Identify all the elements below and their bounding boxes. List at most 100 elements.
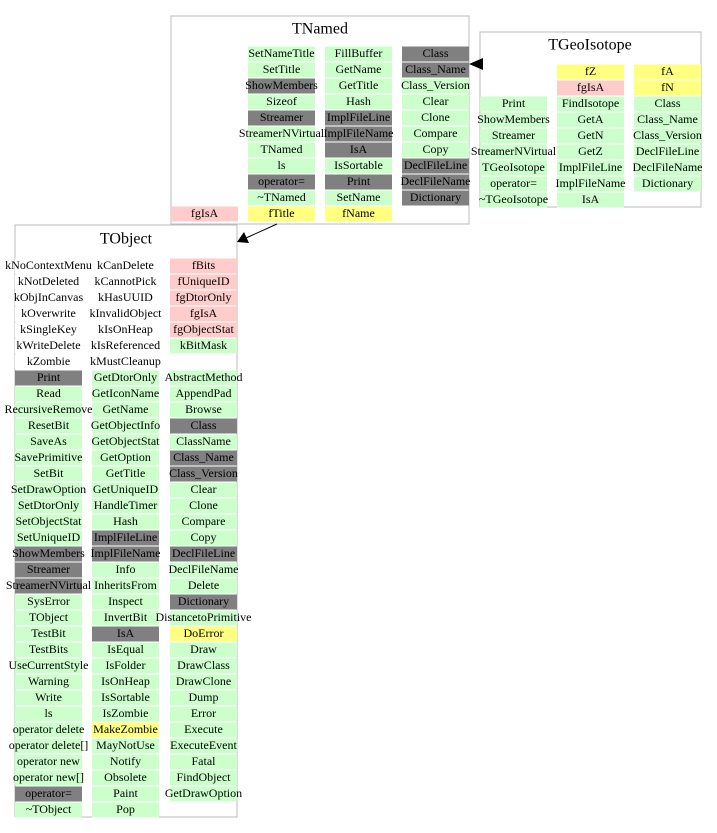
member-name: Class — [654, 96, 680, 110]
member-name: kBitMask — [180, 338, 227, 352]
member-name: ls — [44, 706, 52, 720]
member-cell — [248, 78, 315, 94]
member-cell — [92, 450, 159, 466]
member-cell — [15, 290, 82, 306]
member-cell — [92, 594, 159, 610]
member-name: ResetBit — [28, 418, 70, 432]
member-name: fgIsA — [190, 306, 218, 320]
member-name: operator= — [258, 174, 305, 188]
member-name: FindObject — [177, 770, 232, 784]
member-cell — [248, 62, 315, 78]
member-name: SetObjectStat — [16, 514, 83, 528]
member-name: Clear — [423, 94, 449, 108]
member-name: kSingleKey — [20, 322, 77, 336]
member-name: Execute — [184, 722, 223, 736]
member-cell — [480, 160, 547, 176]
member-name: StreamerNVirtual — [239, 126, 325, 140]
member-cell — [557, 80, 624, 96]
member-cell — [170, 306, 237, 322]
member-cell — [402, 78, 469, 94]
member-name: TNamed — [261, 142, 303, 156]
member-name: Hash — [346, 94, 371, 108]
member-cell — [634, 80, 701, 96]
member-cell — [92, 530, 159, 546]
member-cell — [170, 738, 237, 754]
member-cell — [92, 514, 159, 530]
member-cell — [325, 78, 392, 94]
member-name: Sizeof — [266, 94, 297, 108]
member-cell — [92, 274, 159, 290]
member-name: GetName — [103, 402, 149, 416]
member-name: SaveAs — [30, 434, 67, 448]
member-cell — [248, 158, 315, 174]
member-cell — [92, 258, 159, 274]
member-name: ShowMembers — [245, 78, 318, 92]
member-cell — [170, 498, 237, 514]
member-cell — [170, 610, 237, 626]
member-name: HandleTimer — [94, 498, 158, 512]
member-cell — [170, 754, 237, 770]
member-cell — [402, 190, 469, 206]
member-name: Copy — [190, 530, 216, 544]
member-name: SavePrimitive — [15, 450, 83, 464]
member-cell — [92, 466, 159, 482]
member-name: Class — [422, 46, 448, 60]
member-cell — [557, 96, 624, 112]
member-name: StreamerNVirtual — [6, 578, 92, 592]
member-name: ClassName — [176, 434, 231, 448]
member-cell — [480, 112, 547, 128]
member-name: ls — [277, 158, 285, 172]
member-cell — [170, 690, 237, 706]
member-cell — [92, 658, 159, 674]
member-name: Dictionary — [178, 594, 229, 608]
member-cell — [92, 706, 159, 722]
member-name: operator delete — [13, 722, 85, 736]
member-cell — [170, 434, 237, 450]
member-name: Copy — [422, 142, 448, 156]
member-cell — [170, 290, 237, 306]
member-name: GetTitle — [106, 466, 146, 480]
member-name: Clear — [191, 482, 217, 496]
member-name: GetUniqueID — [93, 482, 159, 496]
member-name: SetTitle — [263, 62, 301, 76]
member-name: GetTitle — [339, 78, 379, 92]
member-name: Obsolete — [104, 770, 147, 784]
member-name: Streamer — [260, 110, 303, 124]
member-name: Hash — [113, 514, 138, 528]
member-cell — [92, 306, 159, 322]
member-cell — [170, 402, 237, 418]
member-cell — [634, 96, 701, 112]
member-cell — [170, 274, 237, 290]
member-cell — [15, 418, 82, 434]
arrow-head — [237, 232, 249, 243]
member-cell — [170, 466, 237, 482]
member-name: IsZombie — [103, 706, 149, 720]
member-name: operator new — [17, 754, 80, 768]
member-name: ImplFileName — [556, 176, 626, 190]
member-cell — [92, 754, 159, 770]
member-cell — [92, 290, 159, 306]
member-name: Class_Name — [637, 112, 698, 126]
member-name: fName — [342, 206, 375, 220]
member-name: kCannotPick — [95, 274, 157, 288]
member-name: ImplFileLine — [327, 110, 390, 124]
member-cell — [325, 126, 392, 142]
member-name: StreamerNVirtual — [471, 144, 557, 158]
member-cell — [92, 498, 159, 514]
member-name: DeclFileName — [401, 174, 471, 188]
member-name: MayNotUse — [96, 738, 155, 752]
member-name: Class_Name — [405, 62, 466, 76]
member-name: SetDrawOption — [11, 482, 86, 496]
member-cell — [15, 322, 82, 338]
member-cell — [634, 176, 701, 192]
member-cell — [480, 128, 547, 144]
member-cell — [557, 112, 624, 128]
member-cell — [15, 498, 82, 514]
member-name: fUniqueID — [178, 274, 230, 288]
member-name: SetNameTitle — [248, 46, 314, 60]
member-cell — [171, 206, 238, 222]
member-name: DeclFileLine — [172, 546, 235, 560]
member-cell — [170, 706, 237, 722]
member-name: GetObjectInfo — [91, 418, 160, 432]
member-name: kObjInCanvas — [14, 290, 84, 304]
